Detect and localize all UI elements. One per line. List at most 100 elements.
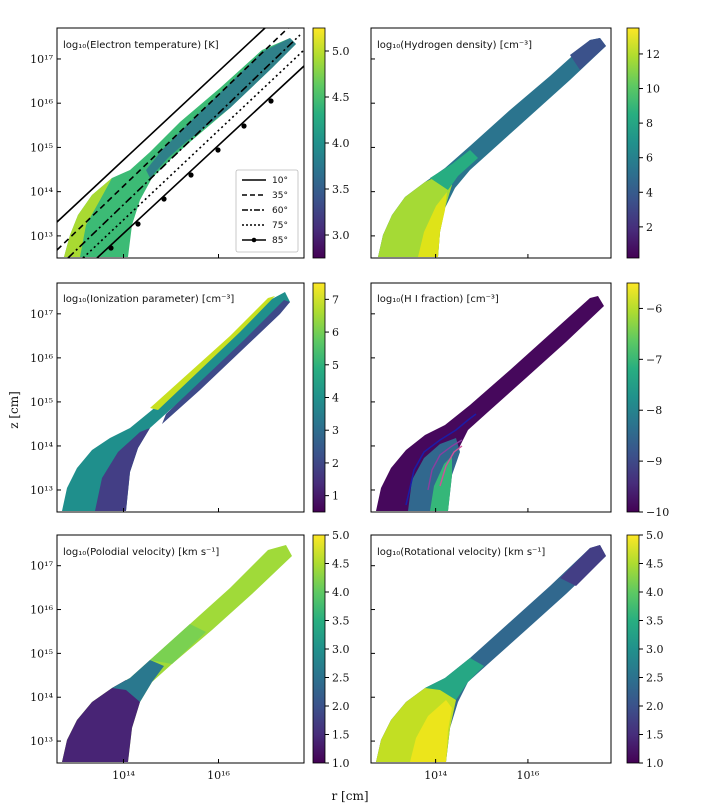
colorbar-tick-label: 2.5 (332, 672, 350, 685)
high-ionization-edge (150, 296, 275, 410)
legend-entry: 35° (272, 191, 288, 201)
hot-edge-band (64, 178, 112, 257)
slow-base (62, 680, 140, 762)
colorbar-tick-label: 3.0 (332, 643, 350, 656)
panel-electron-temperature: log₁₀(Electron temperature) [K] 10° 35° … (56, 27, 326, 259)
y-tick-label: 10¹⁴ (30, 440, 53, 453)
colorbar-tick-label: 1.0 (646, 757, 664, 770)
colorbar-tick-label: 1.5 (332, 729, 350, 742)
x-tick-label: 10¹⁶ (207, 769, 230, 782)
cool-inner-band (146, 38, 296, 178)
colorbar (312, 27, 326, 259)
colorbar-tick-label: 3.5 (332, 615, 350, 628)
panel-polodial-velocity: log₁₀(Polodial velocity) [km s⁻¹] (56, 534, 326, 764)
colorbar-tick-label: 3.5 (332, 183, 350, 196)
colorbar-tick-label: 4.0 (332, 586, 350, 599)
colorbar-tick-label: 10 (646, 83, 660, 96)
x-tick-label: 10¹⁴ (112, 769, 135, 782)
colorbar-tick-label: 2.0 (332, 700, 350, 713)
panel-title: log₁₀(Rotational velocity) [km s⁻¹] (377, 547, 545, 558)
y-tick-label: 10¹⁶ (30, 352, 53, 365)
colorbar-tick-label: 4 (332, 392, 339, 405)
colorbar (312, 282, 326, 513)
axes-frame (56, 534, 305, 764)
panel-hydrogen-density: log₁₀(Hydrogen density) [cm⁻³] (370, 27, 640, 259)
panel-title: log₁₀(Ionization parameter) [cm⁻³] (63, 294, 234, 305)
colorbar-tick-label: 7 (332, 293, 339, 306)
colorbar-tick-label: −9 (646, 455, 662, 468)
outflow-region (62, 292, 290, 511)
colorbar-ticks: 3.03.54.04.55.0246810121234567−10−9−8−7−… (325, 45, 669, 770)
colorbar-tick-label: 6 (332, 326, 339, 339)
y-tick-label: 10¹⁷ (30, 560, 53, 573)
y-tick-label: 10¹⁶ (30, 604, 53, 617)
colorbar-tick-label: 12 (646, 48, 660, 61)
legend-entry: 60° (272, 206, 288, 216)
legend: 10° 35° 60° 75° 85° (235, 169, 299, 253)
x-axis-label: r [cm] (331, 789, 368, 803)
panel-title: log₁₀(H I fraction) [cm⁻³] (377, 294, 499, 305)
slow-tip (560, 545, 606, 586)
x-tick-label: 10¹⁶ (517, 769, 540, 782)
upper-jet (570, 38, 606, 70)
angle-line-35 (57, 28, 289, 251)
colorbar-tick-label: 5.0 (332, 529, 350, 542)
outflow-region (376, 296, 604, 511)
y-tick-label: 10¹⁷ (30, 53, 53, 66)
axes-frame (56, 282, 305, 513)
colorbar-tick-label: 3 (332, 424, 339, 437)
y-tick-label: 10¹³ (30, 735, 53, 748)
x-tick-label: 10¹⁴ (424, 769, 447, 782)
y-tick-label: 10¹⁵ (30, 647, 53, 660)
y-tick-label: 10¹⁵ (30, 396, 53, 409)
colorbar-tick-label: 3.0 (646, 643, 664, 656)
panel-title: log₁₀(Electron temperature) [K] (63, 40, 219, 51)
colorbar-tick-label: 5.0 (332, 45, 350, 58)
colorbar-tick-label: −6 (646, 302, 662, 315)
colorbar (626, 534, 640, 764)
colorbar-tick-label: 4.5 (646, 558, 664, 571)
colorbar-tick-label: −7 (646, 353, 662, 366)
panel-ionization-parameter: log₁₀(Ionization parameter) [cm⁻³] (56, 282, 326, 513)
colorbar (626, 27, 640, 259)
colorbar-tick-label: 5.0 (646, 529, 664, 542)
colorbar-tick-label: 1 (332, 490, 339, 503)
transition-zone (112, 660, 164, 702)
transition-zone (425, 658, 484, 700)
colorbar-tick-label: 4 (646, 186, 653, 199)
colorbar-tick-label: 1.5 (646, 729, 664, 742)
panel-title: log₁₀(Hydrogen density) [cm⁻³] (377, 40, 532, 51)
angle-line-85-markers (108, 98, 274, 251)
colorbar-tick-label: 2.0 (646, 700, 664, 713)
colorbar-tick-label: −10 (646, 506, 669, 519)
y-tick-label: 10¹⁴ (30, 691, 53, 704)
angle-line-10 (57, 28, 266, 223)
angle-line-60 (67, 34, 301, 258)
y-tick-label: 10¹⁴ (30, 186, 53, 199)
colorbar-tick-label: 8 (646, 117, 653, 130)
axes-frame (370, 534, 612, 764)
colorbar-tick-label: 5 (332, 359, 339, 372)
fastest-core (410, 700, 452, 762)
axes-frame (370, 27, 612, 259)
contour-pink (439, 445, 463, 487)
colorbar-tick-label: 6 (646, 152, 653, 165)
densest-core (418, 192, 447, 257)
colorbar-tick-label: 3.0 (332, 229, 350, 242)
colorbar-tick-label: 4.5 (332, 558, 350, 571)
angle-line-85 (96, 65, 304, 258)
panel-rotational-velocity: log₁₀(Rotational velocity) [km s⁻¹] (370, 534, 640, 764)
panel-hi-fraction: log₁₀(H I fraction) [cm⁻³] (370, 282, 640, 513)
legend-entry: 75° (272, 221, 288, 231)
contour-blue (405, 413, 477, 506)
angle-line-75 (82, 49, 304, 258)
colorbar-tick-label: 2 (646, 221, 653, 234)
legend-entry: 85° (272, 236, 288, 246)
axes-frame (56, 27, 305, 259)
y-axis-label: z [cm] (7, 391, 21, 429)
colorbar-tick-label: −8 (646, 404, 662, 417)
colorbar-tick-label: 4.5 (332, 91, 350, 104)
panel-title: log₁₀(Polodial velocity) [km s⁻¹] (63, 547, 219, 558)
y-tick-label: 10¹⁷ (30, 308, 53, 321)
